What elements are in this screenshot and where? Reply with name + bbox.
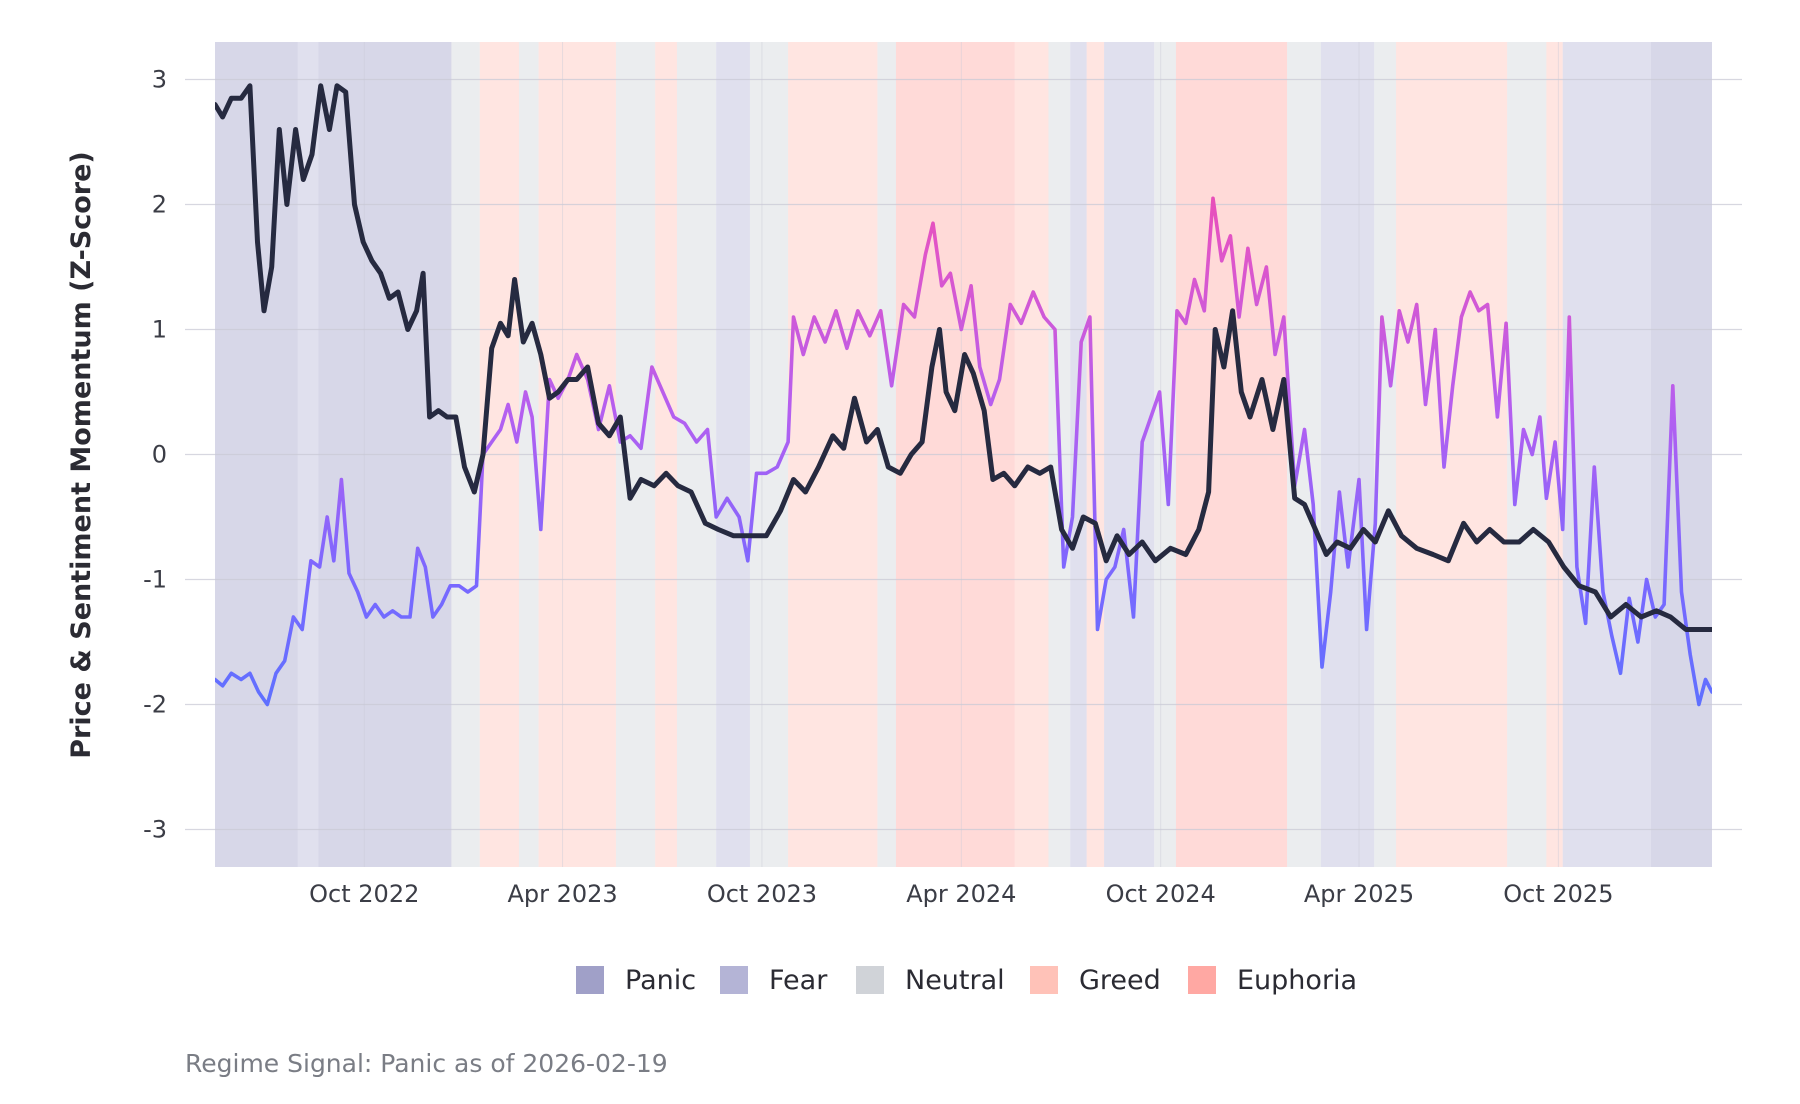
x-tick-label: Apr 2023	[507, 880, 617, 908]
grid-lines	[185, 42, 1742, 867]
legend-label: Greed	[1079, 965, 1161, 996]
legend-swatch	[576, 966, 604, 994]
legend-label: Neutral	[905, 965, 1005, 996]
legend-label: Euphoria	[1237, 965, 1357, 996]
y-tick-label: -2	[143, 691, 167, 719]
legend-swatch	[1030, 966, 1058, 994]
chart-subtitle: Regime Signal: Panic as of 2026-02-19	[185, 1049, 668, 1078]
x-axis: Oct 2022 Apr 2023 Oct 2023 Apr 2024 Oct 2024…	[309, 880, 1613, 908]
y-tick-label: 1	[152, 316, 167, 344]
legend-swatch	[856, 966, 884, 994]
y-axis-label: Price & Sentiment Momentum (Z-Score)	[66, 151, 97, 759]
series-line-sentiment	[215, 196, 1712, 707]
series-line-price	[215, 83, 1712, 632]
legend-swatch	[1188, 966, 1216, 994]
series-lines	[215, 83, 1712, 707]
y-tick-label: 2	[152, 191, 167, 219]
y-tick-label: 0	[152, 441, 167, 469]
legend-item-neutral: Neutral	[856, 965, 1005, 996]
y-axis: 3 2 1 0 -1 -2 -3	[143, 66, 167, 844]
x-tick-label: Oct 2023	[707, 880, 817, 908]
legend-label: Fear	[769, 965, 828, 996]
legend-swatch	[720, 966, 748, 994]
x-tick-label: Apr 2024	[906, 880, 1016, 908]
legend-item-greed: Greed	[1030, 965, 1161, 996]
y-tick-label: -1	[143, 566, 167, 594]
x-tick-label: Oct 2022	[309, 880, 419, 908]
legend-item-euphoria: Euphoria	[1188, 965, 1357, 996]
y-tick-label: 3	[152, 66, 167, 94]
x-tick-label: Oct 2024	[1106, 880, 1216, 908]
y-tick-label: -3	[143, 816, 167, 844]
x-tick-label: Apr 2025	[1304, 880, 1414, 908]
legend-item-fear: Fear	[720, 965, 828, 996]
legend-label: Panic	[625, 965, 696, 996]
legend: Panic Fear Neutral Greed Euphoria	[576, 965, 1357, 996]
x-tick-label: Oct 2025	[1503, 880, 1613, 908]
legend-item-panic: Panic	[576, 965, 696, 996]
